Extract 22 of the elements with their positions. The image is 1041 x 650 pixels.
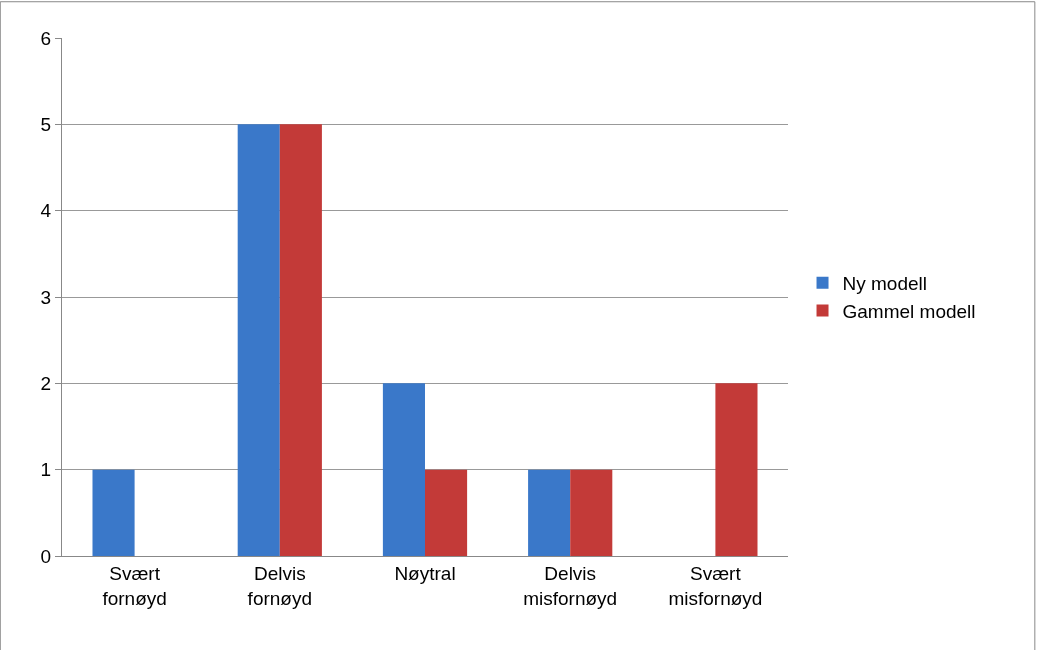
bar	[92, 469, 135, 556]
x-tick-label: Svært fornøyd	[102, 562, 167, 609]
y-tick-label: 6	[40, 27, 52, 49]
bar	[715, 383, 758, 556]
legend-label: Gammel modell	[842, 300, 976, 322]
y-tick-label: 2	[40, 372, 52, 394]
x-tick-label: Svært misfornøyd	[668, 562, 763, 609]
y-tick-label: 0	[40, 545, 52, 567]
bar	[279, 124, 322, 556]
x-tick-label: Nøytral	[394, 562, 456, 584]
x-tick-label: Delvis fornøyd	[247, 562, 313, 609]
x-tick-label: Delvis misfornøyd	[523, 562, 618, 609]
bar	[528, 469, 571, 556]
bar	[570, 469, 613, 556]
y-tick-label: 1	[40, 459, 52, 481]
bar	[382, 383, 425, 556]
y-tick-label: 4	[40, 200, 52, 222]
y-tick-label: 5	[40, 113, 52, 135]
y-tick-label: 3	[40, 286, 52, 308]
bar	[237, 124, 280, 556]
bar	[425, 469, 468, 556]
legend-label: Ny modell	[842, 273, 927, 295]
